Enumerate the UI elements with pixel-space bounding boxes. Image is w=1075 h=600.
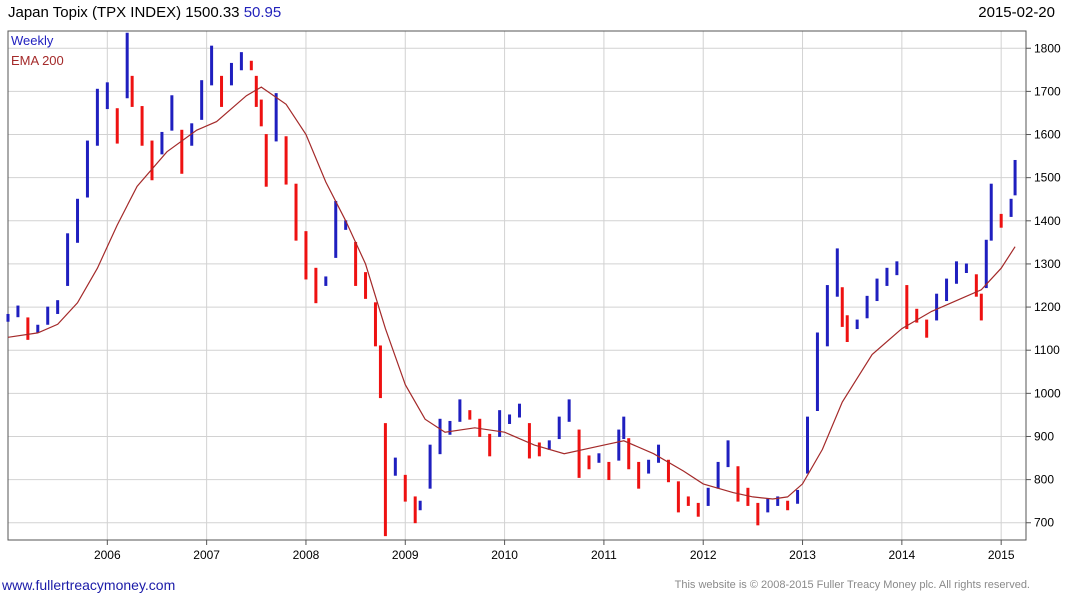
y-tick-label: 1500 — [1034, 171, 1061, 185]
y-tick-label: 1300 — [1034, 257, 1061, 271]
y-tick-label: 1000 — [1034, 386, 1061, 400]
x-tick-label: 2015 — [988, 548, 1015, 562]
chart-grid — [8, 31, 1026, 540]
title-text: Japan Topix (TPX INDEX) 1500.33 — [8, 4, 240, 21]
price-change: 50.95 — [243, 4, 282, 21]
y-tick-label: 1600 — [1034, 128, 1061, 142]
y-tick-label: 1200 — [1034, 300, 1061, 314]
chart-date: 2015-02-20 — [978, 4, 1055, 21]
x-tick-label: 2009 — [392, 548, 419, 562]
y-tick-label: 800 — [1034, 473, 1054, 487]
chart-title: Japan Topix (TPX INDEX) 1500.33 50.95 — [8, 4, 281, 22]
y-tick-label: 1800 — [1034, 41, 1061, 55]
x-tick-label: 2012 — [690, 548, 717, 562]
weekly-bars — [6, 32, 1017, 537]
legend-ema-200: EMA 200 — [11, 53, 64, 68]
x-tick-label: 2010 — [491, 548, 518, 562]
y-tick-label: 1100 — [1034, 343, 1060, 357]
x-tick-label: 2011 — [591, 548, 617, 562]
ema-layer — [7, 86, 1016, 500]
y-tick-label: 1400 — [1034, 214, 1061, 228]
plot-frame — [7, 30, 1027, 541]
x-tick-label: 2006 — [94, 548, 121, 562]
ema-200-line — [7, 86, 1016, 500]
site-link[interactable]: www.fullertreacymoney.com — [2, 577, 176, 593]
y-tick-label: 700 — [1034, 516, 1054, 530]
x-tick-label: 2007 — [193, 548, 220, 562]
axis-layer: 700 800 900 1000 1100 1200 1300 1400 1500 1600 170… — [94, 41, 1061, 562]
x-tick-label: 2013 — [789, 548, 816, 562]
y-tick-label: 1700 — [1034, 84, 1061, 98]
legend-weekly: Weekly — [11, 33, 54, 48]
y-tick-label: 900 — [1034, 429, 1054, 443]
chart-legend: Weekly EMA 200 — [11, 33, 64, 68]
x-tick-label: 2014 — [889, 548, 916, 562]
x-tick-label: 2008 — [293, 548, 320, 562]
copyright-text: This website is © 2008-2015 Fuller Treac… — [674, 579, 1030, 591]
